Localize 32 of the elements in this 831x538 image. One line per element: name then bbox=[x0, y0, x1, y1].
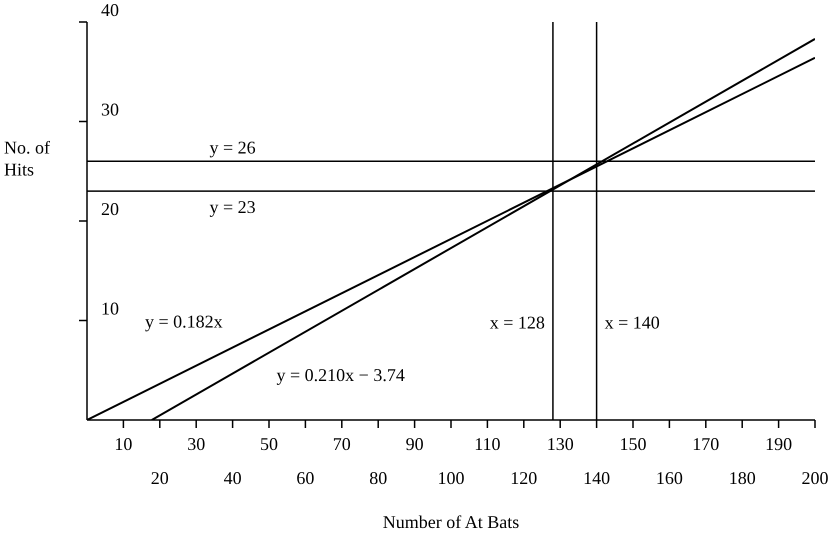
y-axis-title: No. of Hits bbox=[4, 137, 50, 180]
x-axis-title: Number of At Bats bbox=[382, 512, 520, 532]
x2-tick-label: 20 bbox=[150, 468, 169, 488]
x2-tick-label: 60 bbox=[296, 468, 314, 488]
x-tick-label: 90 bbox=[406, 434, 424, 454]
x2-tick-label: 100 bbox=[438, 468, 464, 488]
x2-tick-label: 200 bbox=[802, 468, 828, 488]
x-tick-label: 130 bbox=[546, 434, 574, 454]
x-tick-label: 70 bbox=[332, 434, 351, 454]
x2-tick-label: 180 bbox=[728, 468, 756, 488]
ref-line-label: y = 23 bbox=[210, 197, 256, 218]
series-label: y = 0.182x bbox=[144, 312, 223, 332]
ref-line-label: x = 140 bbox=[604, 312, 660, 332]
y-tick-label: 30 bbox=[101, 100, 119, 120]
x-tick-label: 150 bbox=[620, 434, 646, 454]
ref-line-label: y = 26 bbox=[210, 137, 256, 158]
ref-line-label: x = 128 bbox=[490, 312, 545, 332]
x-tick-label: 170 bbox=[692, 434, 720, 454]
x-tick-label: 190 bbox=[765, 434, 792, 454]
x2-tick-label: 120 bbox=[510, 468, 538, 488]
x-tick-label: 50 bbox=[260, 434, 278, 454]
x-tick-label: 10 bbox=[114, 434, 132, 454]
x2-tick-label: 160 bbox=[656, 468, 683, 488]
series-label: y = 0.210x − 3.74 bbox=[276, 365, 405, 386]
y-tick-label: 20 bbox=[101, 199, 119, 219]
x2-tick-label: 40 bbox=[224, 468, 242, 488]
y-tick-label: 10 bbox=[101, 298, 119, 318]
x-tick-label: 30 bbox=[187, 434, 206, 454]
x-tick-label: 110 bbox=[474, 434, 501, 454]
y-tick-label: 40 bbox=[101, 0, 119, 20]
x2-tick-label: 140 bbox=[583, 468, 610, 488]
x2-tick-label: 80 bbox=[369, 468, 388, 488]
